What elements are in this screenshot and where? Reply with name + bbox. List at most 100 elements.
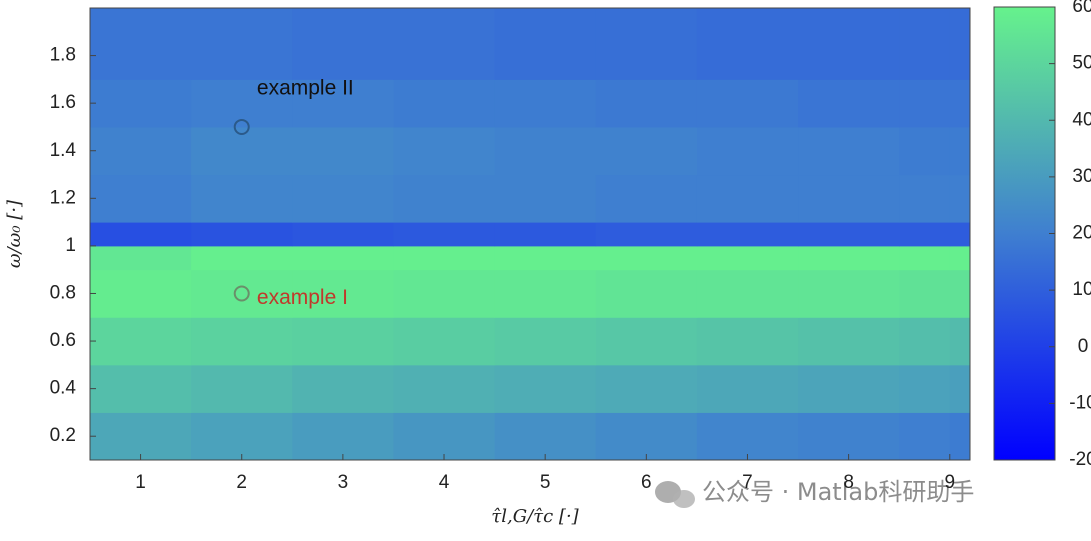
y-tick-label: 1 [65, 235, 76, 256]
heatmap-cell [899, 79, 951, 128]
x-tick-label: 1 [135, 472, 146, 493]
heatmap-cell [798, 126, 900, 176]
heatmap-cell [696, 412, 799, 461]
watermark-icon [655, 481, 695, 508]
heatmap-cell [595, 8, 698, 80]
heatmap-cell [949, 412, 971, 461]
heatmap-cell [595, 245, 698, 271]
watermark: 公众号 · Matlab科研助手 [702, 478, 974, 506]
heatmap-cell [949, 126, 971, 176]
colorbar-tick-label: -20 [1069, 449, 1091, 470]
heatmap-cell [191, 174, 293, 223]
heatmap-cell [696, 364, 799, 413]
annotation: example I [257, 286, 348, 309]
heatmap-cell [798, 317, 900, 366]
heatmap-cell [696, 245, 799, 271]
marker-point [233, 285, 250, 302]
heatmap-cell [949, 174, 971, 223]
heatmap-cell [595, 126, 698, 176]
heatmap-cell [494, 222, 597, 247]
heatmap-cell [292, 269, 394, 318]
heatmap-cell [798, 364, 900, 413]
heatmap-cell [292, 364, 394, 413]
heatmap-cell [899, 412, 951, 461]
heatmap-cell [798, 269, 900, 318]
heatmap-cell [393, 174, 496, 223]
heatmap-cell [393, 317, 496, 366]
heatmap-cell [595, 364, 698, 413]
heatmap-cell [798, 79, 900, 128]
heatmap-cell [191, 317, 293, 366]
heatmap-cell [595, 174, 698, 223]
heatmap-cell [899, 317, 951, 366]
y-tick-label: 1.6 [50, 92, 76, 113]
heatmap-cell [90, 174, 192, 223]
heatmap-cell [393, 364, 496, 413]
y-tick-label: 0.2 [50, 425, 76, 446]
heatmap-cell [494, 412, 597, 461]
heatmap-cell [494, 8, 597, 80]
heatmap-cell [899, 126, 951, 176]
colorbar-tick-label: 10 [1072, 279, 1091, 300]
x-tick-label: 4 [439, 472, 450, 493]
x-tick-label: 7 [742, 472, 753, 493]
heatmap-cell [90, 8, 192, 80]
x-tick-label: 8 [843, 472, 854, 493]
y-tick-label: 0.8 [50, 282, 76, 303]
y-tick-label: 1.2 [50, 187, 76, 208]
heatmap-cell [393, 79, 496, 128]
heatmap-cell [949, 364, 971, 413]
heatmap-cell [494, 317, 597, 366]
heatmap-cell [899, 174, 951, 223]
y-tick-label: 1.8 [50, 45, 76, 66]
heatmap-cell [899, 364, 951, 413]
heatmap-cell [696, 174, 799, 223]
colorbar-tick-label: 20 [1072, 223, 1091, 244]
heatmap-cell [595, 317, 698, 366]
annotation: example II [257, 76, 354, 99]
heatmap-cell [696, 222, 799, 247]
heatmap-cell [90, 222, 192, 247]
heatmap-cell [494, 174, 597, 223]
colorbar-tick-label: -10 [1069, 392, 1091, 413]
marker-point [233, 118, 250, 135]
y-tick-label: 0.4 [50, 378, 77, 399]
heatmap-cell [899, 8, 951, 80]
x-tick-label: 6 [641, 472, 652, 493]
x-tick-label: 2 [236, 472, 247, 493]
heatmap-cell [494, 269, 597, 318]
colorbar-tick-label: 30 [1072, 166, 1091, 187]
heatmap-cell [949, 269, 971, 318]
heatmap-cell [595, 269, 698, 318]
heatmap-cell [393, 126, 496, 176]
heatmap-cell [494, 79, 597, 128]
heatmap-cell [696, 79, 799, 128]
heatmap-cell [949, 222, 971, 247]
heatmap-cell [292, 412, 394, 461]
heatmap-cell [393, 412, 496, 461]
heatmap-cell [949, 317, 971, 366]
heatmap-cell [494, 126, 597, 176]
heatmap-cell [696, 317, 799, 366]
colorbar-tick-label: 60 [1072, 0, 1091, 17]
heatmap-cell [90, 245, 192, 271]
heatmap-cell [191, 364, 293, 413]
heatmap-cell [393, 245, 496, 271]
heatmap-cell [90, 269, 192, 318]
heatmap-cell [899, 269, 951, 318]
y-tick-label: 1.4 [50, 140, 77, 161]
heatmap-cell [191, 245, 293, 271]
plot-frame [89, 7, 971, 461]
heatmap-cell [292, 174, 394, 223]
colorbar [993, 6, 1056, 461]
heatmap-cell [798, 245, 900, 271]
heatmap-cell [90, 79, 192, 128]
heatmap-cell [191, 222, 293, 247]
colorbar-tick-label: 0 [1078, 336, 1089, 357]
heatmap-cell [90, 364, 192, 413]
heatmap-cell [899, 245, 951, 271]
heatmap-cell [393, 269, 496, 318]
heatmap-cell [696, 269, 799, 318]
x-tick-label: 9 [944, 472, 955, 493]
heatmap-cell [292, 79, 394, 128]
